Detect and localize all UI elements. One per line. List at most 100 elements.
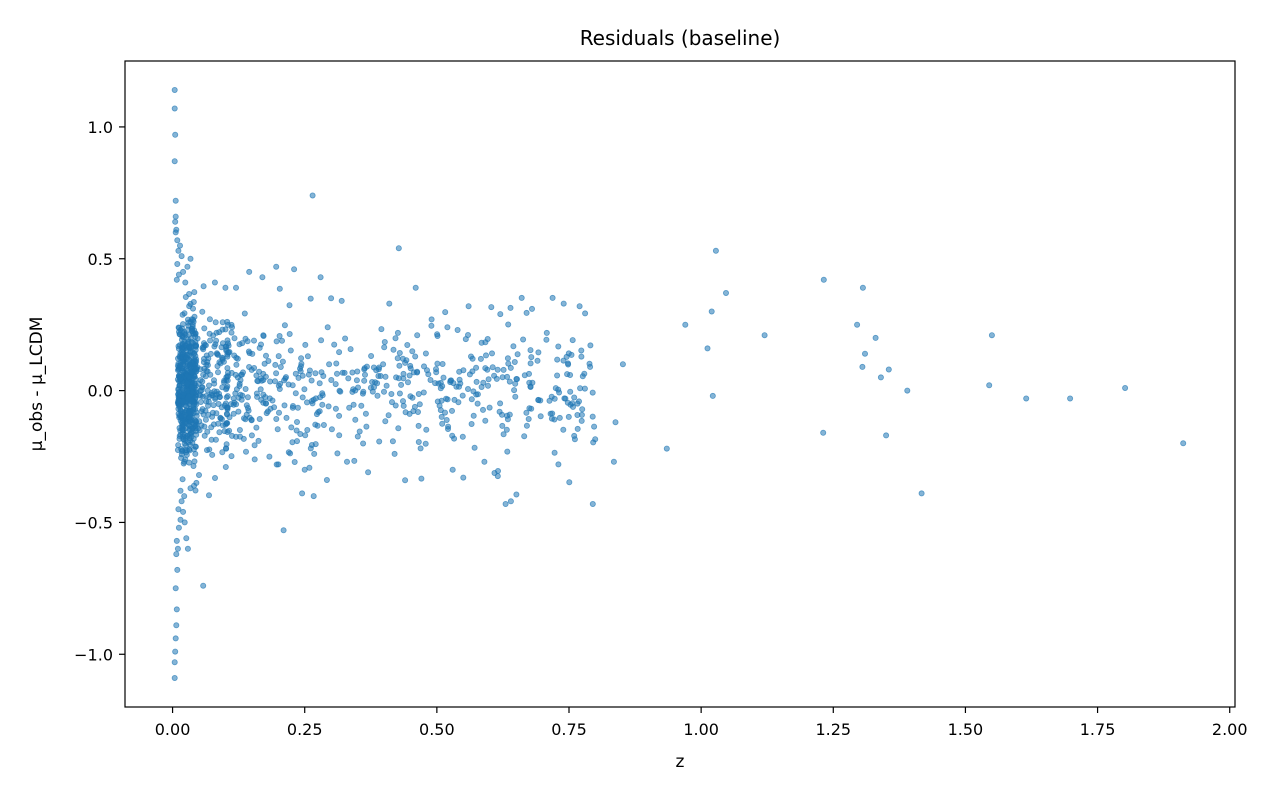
- scatter-point: [579, 373, 586, 380]
- scatter-point: [239, 340, 246, 347]
- scatter-point: [261, 360, 268, 367]
- scatter-point: [527, 360, 534, 367]
- scatter-point: [298, 360, 305, 367]
- scatter-point: [299, 394, 306, 401]
- scatter-point: [304, 426, 311, 433]
- scatter-point: [333, 370, 340, 377]
- scatter-point: [504, 355, 511, 362]
- scatter-point: [579, 406, 586, 413]
- scatter-point: [571, 394, 578, 401]
- scatter-point: [454, 326, 461, 333]
- scatter-point: [256, 344, 263, 351]
- scatter-point: [392, 335, 399, 342]
- scatter-point: [610, 458, 617, 465]
- scatter-point: [236, 382, 243, 389]
- x-tick-label: 1.00: [683, 720, 719, 739]
- scatter-point: [217, 414, 224, 421]
- scatter-point: [420, 363, 427, 370]
- scatter-point: [328, 295, 335, 302]
- scatter-point: [219, 422, 226, 429]
- x-tick-label: 0.50: [419, 720, 455, 739]
- scatter-point: [319, 401, 326, 408]
- x-tick-label: 0.25: [287, 720, 323, 739]
- scatter-point: [176, 435, 183, 442]
- scatter-point: [420, 389, 427, 396]
- scatter-point: [172, 218, 179, 225]
- y-tick-label: −1.0: [74, 645, 113, 664]
- scatter-point: [287, 347, 294, 354]
- scatter-point: [298, 355, 305, 362]
- scatter-point: [343, 458, 350, 465]
- scatter-point: [704, 345, 711, 352]
- scatter-point: [497, 311, 504, 318]
- scatter-point: [177, 516, 184, 523]
- scatter-point: [394, 329, 401, 336]
- scatter-point: [820, 429, 827, 436]
- scatter-point: [386, 300, 393, 307]
- scatter-point: [328, 376, 335, 383]
- scatter-point: [259, 274, 266, 281]
- scatter-point: [173, 276, 180, 283]
- scatter-point: [193, 422, 200, 429]
- scatter-point: [555, 343, 562, 350]
- scatter-point: [349, 388, 356, 395]
- scatter-point: [529, 379, 536, 386]
- scatter-point: [220, 358, 227, 365]
- scatter-point: [394, 355, 401, 362]
- y-axis-label: μ_obs - μ_LCDM: [27, 317, 47, 452]
- scatter-point: [294, 404, 301, 411]
- scatter-point: [523, 309, 530, 316]
- scatter-point: [201, 423, 208, 430]
- scatter-point: [500, 366, 507, 373]
- scatter-point: [418, 475, 425, 482]
- scatter-point: [181, 493, 188, 500]
- scatter-point: [255, 437, 262, 444]
- scatter-point: [276, 285, 283, 292]
- scatter-point: [206, 446, 213, 453]
- scatter-point: [189, 305, 196, 312]
- scatter-point: [228, 453, 235, 460]
- scatter-point: [292, 370, 299, 377]
- scatter-point: [859, 284, 866, 291]
- scatter-point: [293, 427, 300, 434]
- scatter-point: [592, 436, 599, 443]
- scatter-point: [214, 369, 221, 376]
- scatter-point: [365, 469, 372, 476]
- scatter-point: [543, 336, 550, 343]
- scatter-point: [574, 425, 581, 432]
- scatter-point: [260, 391, 267, 398]
- scatter-point: [178, 445, 185, 452]
- scatter-point: [257, 386, 264, 393]
- scatter-point: [276, 332, 283, 339]
- scatter-point: [589, 389, 596, 396]
- scatter-point: [439, 360, 446, 367]
- scatter-point: [253, 372, 260, 379]
- scatter-point: [245, 348, 252, 355]
- scatter-point: [378, 326, 385, 333]
- scatter-point: [1023, 395, 1030, 402]
- scatter-point: [709, 392, 716, 399]
- scatter-point: [185, 432, 192, 439]
- scatter-point: [504, 448, 511, 455]
- scatter-point: [214, 351, 221, 358]
- scatter-point: [200, 283, 207, 290]
- scatter-point: [529, 305, 536, 312]
- x-tick-label: 1.25: [815, 720, 851, 739]
- scatter-point: [183, 535, 190, 542]
- scatter-point: [556, 414, 563, 421]
- scatter-point: [872, 334, 879, 341]
- scatter-point: [191, 458, 198, 465]
- scatter-point: [494, 467, 501, 474]
- scatter-point: [455, 399, 462, 406]
- scatter-point: [279, 358, 286, 365]
- scatter-point: [180, 422, 187, 429]
- scatter-point: [392, 402, 399, 409]
- scatter-point: [859, 363, 866, 370]
- scatter-point: [172, 635, 179, 642]
- scatter-point: [292, 390, 299, 397]
- scatter-point: [507, 498, 514, 505]
- scatter-point: [422, 350, 429, 357]
- scatter-point: [406, 410, 413, 417]
- scatter-point: [280, 527, 287, 534]
- scatter-point: [308, 377, 315, 384]
